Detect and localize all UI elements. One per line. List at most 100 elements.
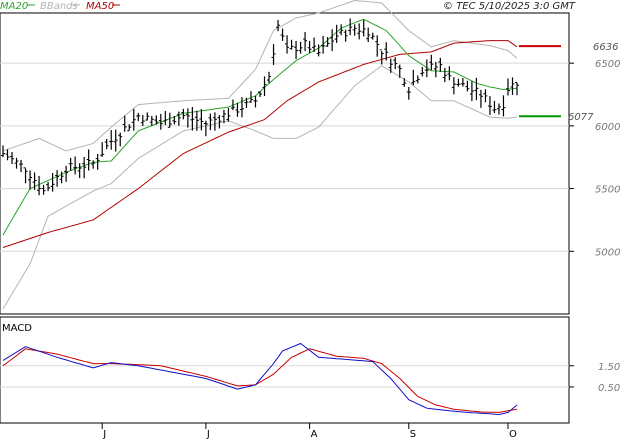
price-bar <box>158 113 163 130</box>
price-bar <box>100 142 105 157</box>
price-bar <box>190 107 195 131</box>
source-timestamp: © TEC 5/10/2025 3:0 GMT <box>443 1 576 12</box>
price-bar <box>447 66 452 81</box>
price-bar <box>95 153 100 170</box>
price-bar <box>474 77 479 101</box>
price-bar <box>258 91 262 98</box>
price-bar <box>217 115 222 129</box>
price-bar <box>226 108 231 122</box>
macd-panel: MACD 0.50 1.50 <box>0 316 620 424</box>
price-bar <box>393 57 398 70</box>
price-bar <box>334 24 339 43</box>
level-marker-label: 6077 <box>568 112 594 123</box>
ma50-legend-label: MA50 <box>86 1 114 12</box>
price-bar <box>289 39 294 50</box>
price-bar <box>248 91 253 103</box>
price-bar <box>199 109 204 131</box>
price-bar <box>46 181 51 192</box>
chart-header: MA20 BBands MA50 © TEC 5/10/2025 3:0 GMT <box>0 1 576 12</box>
price-bar <box>469 81 474 102</box>
price-bar <box>203 120 208 137</box>
price-bar <box>154 115 159 125</box>
price-bar <box>14 157 19 169</box>
ma20-legend-label: MA20 <box>0 1 28 12</box>
ma50-line <box>2 40 518 248</box>
price-bar <box>77 163 82 179</box>
price-bar <box>23 167 28 184</box>
price-bar <box>41 184 46 195</box>
price-bar <box>230 99 235 111</box>
price-bar <box>402 78 407 87</box>
price-bar <box>487 96 492 115</box>
price-bar <box>451 77 456 95</box>
price-bar <box>113 129 118 152</box>
macd-panel-title: MACD <box>2 323 32 334</box>
price-bar <box>104 138 109 150</box>
price-bar <box>235 102 240 117</box>
price-bar <box>460 78 465 87</box>
price-bar <box>59 171 64 184</box>
price-bar <box>361 19 366 37</box>
x-tick-label: O <box>509 429 517 440</box>
bbands-lower-line <box>2 65 518 310</box>
price-bar <box>194 110 199 131</box>
price-bar <box>127 124 132 132</box>
price-bar <box>276 19 281 32</box>
price-bar <box>370 32 375 40</box>
price-bar <box>185 108 190 128</box>
price-bar <box>307 40 312 54</box>
price-bar <box>433 61 438 78</box>
price-bar <box>366 27 371 43</box>
price-bar <box>384 42 389 61</box>
price-bar <box>316 44 321 57</box>
x-tick-label: J <box>102 429 106 440</box>
price-bar <box>19 159 24 173</box>
price-panel-frame <box>0 12 570 315</box>
price-grid <box>0 62 569 252</box>
price-bar <box>496 103 501 115</box>
price-bar <box>82 156 87 179</box>
price-bar <box>172 116 177 125</box>
price-bar <box>352 24 357 36</box>
price-tick-label: 5500 <box>595 185 620 196</box>
price-bar <box>478 89 483 108</box>
price-bar <box>271 44 276 65</box>
price-bar <box>429 54 434 71</box>
ma20-line <box>2 18 518 236</box>
price-bar <box>50 172 55 192</box>
price-bar <box>28 170 33 190</box>
price-bar <box>280 28 285 41</box>
price-bar <box>330 29 335 52</box>
price-bar <box>298 41 303 54</box>
price-bar <box>415 75 420 84</box>
price-bar <box>501 95 506 117</box>
price-bar <box>262 76 267 96</box>
price-bar <box>348 18 353 36</box>
price-bar <box>244 97 249 109</box>
price-bar <box>68 157 73 171</box>
price-bar <box>465 80 470 92</box>
price-bar <box>181 108 186 120</box>
price-panel: 5000 5500 6000 6500 6636 6077 <box>0 0 620 315</box>
price-bar <box>221 109 226 124</box>
price-bar <box>118 132 123 147</box>
price-bar <box>343 29 348 42</box>
price-bar <box>73 156 78 175</box>
price-bar <box>140 115 145 126</box>
price-bar <box>357 23 362 40</box>
price-bar <box>442 67 447 83</box>
price-bar <box>285 35 290 54</box>
price-bar <box>131 108 136 131</box>
price-bar <box>163 111 168 126</box>
price-bar <box>438 57 443 72</box>
price-bar <box>424 59 429 78</box>
price-bar <box>1 145 5 158</box>
price-bar <box>303 31 308 52</box>
price-bar <box>10 152 15 165</box>
x-tick-label: A <box>311 429 318 440</box>
price-bar <box>267 71 272 83</box>
price-bar <box>321 35 326 54</box>
price-bar <box>312 37 317 53</box>
price-bar <box>208 113 213 131</box>
